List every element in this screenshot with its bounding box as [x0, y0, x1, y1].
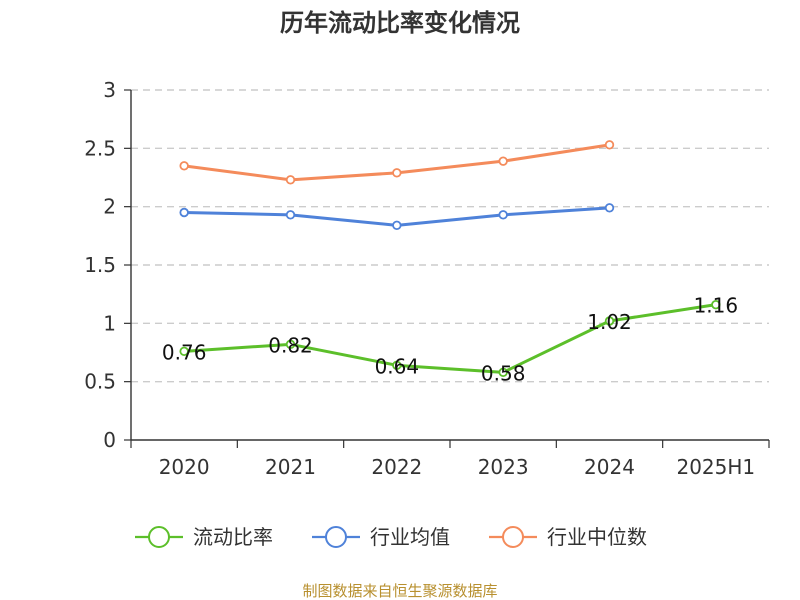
data-point	[604, 140, 615, 150]
legend-label: 行业均值	[370, 525, 450, 549]
data-point	[179, 346, 189, 357]
data-label: 1.02	[587, 310, 632, 334]
data-point	[392, 360, 402, 371]
x-axis-tick-label: 2022	[371, 455, 422, 479]
data-point	[179, 207, 189, 218]
data-label: 1.16	[694, 294, 739, 318]
y-axis-tick-label: 1	[103, 311, 116, 335]
data-point	[498, 367, 508, 378]
data-label: 0.58	[481, 361, 526, 385]
x-axis-tick-label: 2023	[478, 455, 529, 479]
chart-title: 历年流动比率变化情况	[280, 9, 520, 37]
x-axis-tick-label: 2025H1	[676, 455, 755, 479]
y-axis-tick-label: 0	[103, 428, 116, 452]
data-point	[392, 220, 402, 231]
y-axis-tick-label: 3	[103, 78, 116, 102]
legend-label: 行业中位数	[547, 525, 647, 549]
data-point	[285, 210, 296, 220]
data-point	[285, 175, 296, 185]
x-axis-tick-label: 2020	[159, 455, 210, 479]
legend-label: 流动比率	[193, 525, 273, 549]
legend-marker	[325, 526, 347, 548]
data-point	[711, 299, 721, 310]
x-axis-tick-label: 2024	[584, 455, 635, 479]
data-point	[604, 316, 615, 326]
axes: 0 0.5 1 1.5 2 2.5 3 2020 2021 2022 2023 2024 2025H1	[84, 78, 770, 479]
data-point	[604, 203, 615, 213]
series-lines	[182, 143, 718, 374]
legend-marker	[148, 526, 170, 548]
data-points	[179, 140, 721, 378]
data-label: 0.64	[375, 354, 420, 378]
y-axis-tick-label: 1.5	[84, 253, 116, 277]
data-point	[179, 161, 189, 171]
data-point	[285, 339, 296, 350]
grid-lines	[131, 89, 769, 383]
legend: 流动比率 行业均值 行业中位数	[135, 525, 647, 549]
data-point	[498, 210, 508, 220]
y-axis-tick-label: 2	[103, 195, 116, 219]
data-point	[498, 156, 508, 166]
legend-marker	[502, 526, 524, 548]
data-label: 0.82	[268, 333, 313, 357]
data-point	[392, 168, 402, 178]
source-note: 制图数据来自恒生聚源数据库	[302, 582, 497, 600]
series-line-0	[182, 303, 718, 374]
data-label: 0.76	[162, 340, 207, 364]
y-axis-tick-label: 2.5	[84, 136, 116, 160]
y-axis-tick-label: 0.5	[84, 370, 116, 394]
data-labels: 0.76 0.82 0.64 0.58 1.02 1.16	[162, 294, 738, 386]
x-axis-tick-label: 2021	[265, 455, 316, 479]
